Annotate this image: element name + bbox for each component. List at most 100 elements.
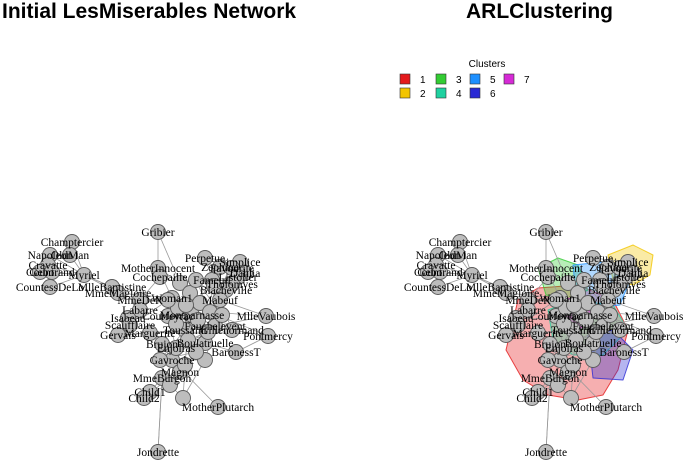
node-label: Perpetue xyxy=(573,253,613,265)
node xyxy=(122,317,138,333)
network-nodes xyxy=(32,224,664,460)
node xyxy=(578,312,594,328)
cluster-legend: Clusters 1 2 3 4 5 6 7 xyxy=(399,59,530,100)
legend-label-2: 2 xyxy=(420,89,426,100)
node-label: Boulatruelle xyxy=(177,338,234,350)
node-label: BaronessT xyxy=(211,347,260,359)
node-label: Dahlia xyxy=(230,268,261,280)
node xyxy=(612,322,628,338)
network-labels: ChamptercierNapoleonOldManCravatteCountG… xyxy=(16,227,684,459)
node-label: BaronessT xyxy=(599,347,648,359)
node-label: Napoleon xyxy=(28,250,73,262)
node xyxy=(177,357,193,373)
node-label: Blacheville xyxy=(588,285,640,297)
node xyxy=(175,390,191,406)
node-label: Simplice xyxy=(608,257,649,269)
node-label: MmeDeR xyxy=(117,295,163,307)
node-label: Gervais xyxy=(488,330,524,342)
node-label: Fameuil xyxy=(581,275,619,287)
node-label: Enjolras xyxy=(545,343,584,355)
edge xyxy=(157,231,181,284)
node-label: Gervais xyxy=(100,330,136,342)
node xyxy=(563,390,579,406)
node-label: Mabeuf xyxy=(202,295,238,307)
node xyxy=(600,259,616,275)
node-label: MmeDeR xyxy=(505,295,551,307)
node xyxy=(162,377,178,393)
node xyxy=(152,352,168,368)
node-label: Labarre xyxy=(510,305,546,317)
node xyxy=(136,390,152,406)
node xyxy=(160,292,176,308)
node-label: Tholomyes xyxy=(206,279,258,291)
node xyxy=(212,259,228,275)
node xyxy=(200,324,216,340)
node-label: Myriel xyxy=(68,270,99,282)
node-label: OldMan xyxy=(439,250,478,262)
node-label: Brujon xyxy=(534,339,566,351)
node-label: Champtercier xyxy=(429,237,492,249)
node-label: MotherPlutarch xyxy=(570,402,642,414)
node xyxy=(450,247,466,263)
node xyxy=(530,325,546,341)
node-label: Toussaint xyxy=(163,325,208,337)
legend-label-3: 3 xyxy=(456,75,462,86)
node-label: Cochepaille xyxy=(133,272,188,284)
node-label: Mabeuf xyxy=(590,295,626,307)
node-label: MmeBurgon xyxy=(133,373,192,385)
node-label: Gavroche xyxy=(150,355,195,367)
edge xyxy=(607,299,655,317)
node-label: MlleBaptistine xyxy=(78,282,146,294)
legend-label-7: 7 xyxy=(524,75,530,86)
node-label: Dahlia xyxy=(618,268,649,280)
legend-label-6: 6 xyxy=(490,89,496,100)
node xyxy=(168,340,184,356)
node-label: MotherInnocent xyxy=(121,263,196,275)
node-label: Listolier xyxy=(219,272,258,284)
node-label: Blacheville xyxy=(200,285,252,297)
node-label: Labarre xyxy=(122,305,158,317)
node xyxy=(42,279,58,295)
node-label: Pontmercy xyxy=(243,331,293,343)
node-label: MlleVaubois xyxy=(237,311,296,323)
legend-swatch-1 xyxy=(399,73,411,85)
node-label: CountessDeLo xyxy=(16,282,85,294)
node xyxy=(110,327,126,343)
node xyxy=(540,269,556,285)
node-label: Perpetue xyxy=(185,253,225,265)
node-label: Gavroche xyxy=(538,355,583,367)
edge xyxy=(545,231,569,284)
node-label: Fauchelevent xyxy=(184,321,246,333)
node xyxy=(538,224,554,240)
node xyxy=(520,302,536,318)
node-label: Jondrette xyxy=(525,447,567,459)
node-label: Cravatte xyxy=(29,260,68,272)
legend-swatch-2 xyxy=(399,87,411,99)
node-label: Champtercier xyxy=(41,237,104,249)
node-label: Montparnasse xyxy=(160,310,225,322)
node-label: Scaufflaire xyxy=(105,320,155,332)
node-label: MmeMagloire xyxy=(473,288,539,300)
node-label: Isabeau xyxy=(110,313,145,325)
node-label: Gribier xyxy=(529,227,562,239)
node-label: Enjolras xyxy=(157,343,196,355)
node-label: Gillenormand xyxy=(588,325,652,337)
node-label: Woman1 xyxy=(151,293,192,305)
node-label: MmeBurgon xyxy=(521,373,580,385)
node xyxy=(556,316,572,332)
node xyxy=(188,344,204,360)
node-label: Geborand xyxy=(29,267,75,279)
node-label: Boulatruelle xyxy=(565,338,622,350)
legend-swatch-4 xyxy=(435,87,447,99)
node-label: MlleVaubois xyxy=(625,311,684,323)
node-label: Courfeyrac xyxy=(142,311,194,323)
legend-label-1: 1 xyxy=(420,75,426,86)
node xyxy=(430,279,446,295)
node xyxy=(62,247,78,263)
node xyxy=(498,285,514,301)
node xyxy=(180,332,196,348)
node-label: Scaufflaire xyxy=(493,320,543,332)
node xyxy=(616,344,632,360)
node-label: Cochepaille xyxy=(521,272,576,284)
node-label: Favourite xyxy=(598,263,642,275)
